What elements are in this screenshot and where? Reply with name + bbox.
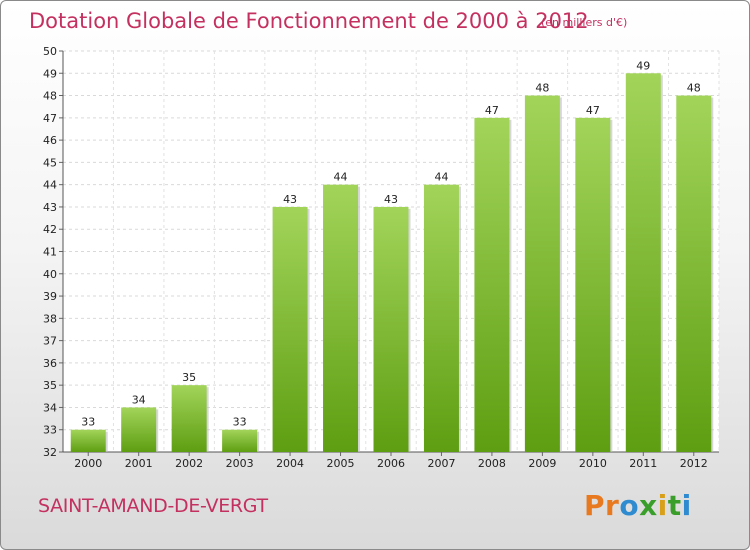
chart-title: Dotation Globale de Fonctionnement de 20… <box>29 9 589 33</box>
y-tick-label: 33 <box>43 424 57 437</box>
y-tick-label: 39 <box>43 290 57 303</box>
y-tick-label: 44 <box>43 179 57 192</box>
bar <box>70 429 106 452</box>
bar <box>524 95 560 453</box>
y-tick-label: 37 <box>43 335 57 348</box>
bars-layer <box>70 73 714 453</box>
bar <box>222 429 258 452</box>
x-tick-label: 2009 <box>528 457 556 470</box>
x-tick-label: 2002 <box>175 457 203 470</box>
logo-letter: i <box>681 489 692 522</box>
bar-value-label: 34 <box>132 393 146 406</box>
bar <box>625 73 661 453</box>
bar <box>171 385 207 452</box>
bar <box>474 117 510 452</box>
bar <box>121 407 157 452</box>
y-tick-label: 40 <box>43 268 57 281</box>
y-tick-label: 41 <box>43 246 57 259</box>
x-tick-label: 2011 <box>629 457 657 470</box>
y-tick-label: 35 <box>43 379 57 392</box>
bar-value-label: 49 <box>636 59 650 72</box>
y-tick-label: 49 <box>43 67 57 80</box>
bar <box>373 206 409 452</box>
y-tick-label: 46 <box>43 134 57 147</box>
bar-value-label: 47 <box>485 104 499 117</box>
bar <box>423 184 459 452</box>
bar-value-label: 44 <box>334 171 348 184</box>
x-tick-label: 2007 <box>427 457 455 470</box>
logo-letter: o <box>619 489 640 522</box>
bar-value-label: 43 <box>384 193 398 206</box>
y-tick-label: 48 <box>43 90 57 103</box>
x-tick-label: 2004 <box>276 457 304 470</box>
bar-value-label: 47 <box>586 104 600 117</box>
logo-letter: x <box>639 489 658 522</box>
bar <box>676 95 712 453</box>
bar-value-label: 33 <box>233 416 247 429</box>
y-tick-label: 50 <box>43 45 57 58</box>
logo-letter: r <box>605 489 620 522</box>
bar <box>575 117 611 452</box>
x-tick-label: 2005 <box>327 457 355 470</box>
bar-value-label: 44 <box>434 171 448 184</box>
x-tick-label: 2012 <box>680 457 708 470</box>
x-tick-label: 2001 <box>125 457 153 470</box>
y-tick-label: 42 <box>43 223 57 236</box>
x-tick-label: 2000 <box>74 457 102 470</box>
x-tick-label: 2006 <box>377 457 405 470</box>
y-tick-label: 36 <box>43 357 57 370</box>
y-tick-label: 43 <box>43 201 57 214</box>
logo-letter: i <box>657 489 668 522</box>
place-name: SAINT-AMAND-DE-VERGT <box>38 495 268 517</box>
x-tick-label: 2010 <box>579 457 607 470</box>
logo-letter: t <box>667 489 682 522</box>
proxiti-logo[interactable]: Proxiti <box>584 489 692 522</box>
y-tick-label: 38 <box>43 312 57 325</box>
logo-letter: P <box>584 489 606 522</box>
bar-value-label: 35 <box>182 371 196 384</box>
bar-value-label: 43 <box>283 193 297 206</box>
y-tick-label: 45 <box>43 156 57 169</box>
bar-value-label: 48 <box>687 82 701 95</box>
bar-value-label: 48 <box>535 82 549 95</box>
y-tick-label: 32 <box>43 446 57 459</box>
y-tick-label: 34 <box>43 401 57 414</box>
chart-unit: (en milliers d'€) <box>541 16 628 29</box>
bar <box>272 206 308 452</box>
x-tick-label: 2003 <box>226 457 254 470</box>
y-tick-label: 47 <box>43 112 57 125</box>
labels-layer: 32 33 34 35 36 37 38 39 40 41 42 43 44 45 46 47 48 49 50 33… <box>43 45 708 470</box>
bar <box>323 184 359 452</box>
x-tick-label: 2008 <box>478 457 506 470</box>
bar-value-label: 33 <box>81 416 95 429</box>
